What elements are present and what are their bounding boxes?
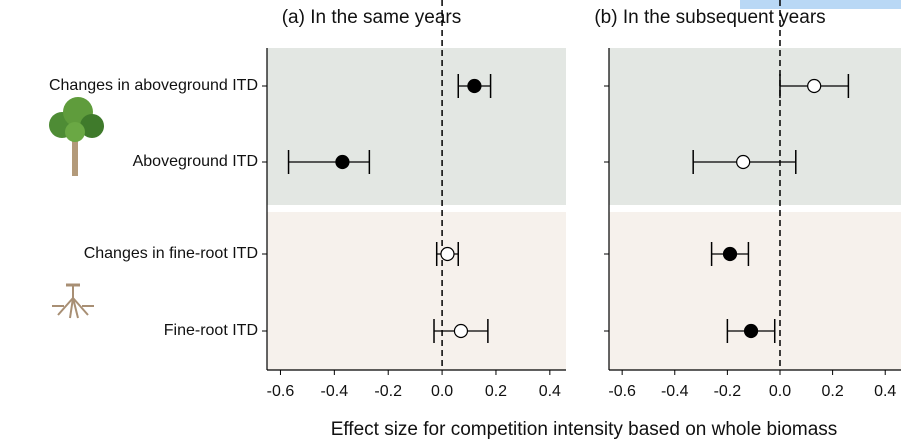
x-tick-label: -0.4 — [661, 383, 689, 400]
point — [743, 323, 759, 339]
x-tick-label: 0.2 — [821, 383, 843, 400]
ui-highlight — [740, 0, 901, 9]
band — [267, 212, 566, 370]
panel-title: (a) In the same years — [282, 7, 462, 28]
x-tick-label: -0.2 — [374, 383, 402, 400]
root-icon — [52, 283, 94, 319]
point — [335, 154, 350, 170]
x-tick-label: 0.2 — [485, 383, 507, 400]
x-tick-label: 0.0 — [431, 383, 453, 400]
x-tick-label: -0.4 — [321, 383, 349, 400]
y-tick-label: Aboveground ITD — [133, 153, 258, 170]
point — [736, 154, 751, 170]
x-axis-label: Effect size for competition intensity ba… — [331, 419, 838, 440]
point — [453, 323, 469, 339]
band — [609, 48, 901, 205]
y-tick-label: Fine-root ITD — [164, 322, 258, 339]
y-tick-label: Changes in fine-root ITD — [84, 245, 258, 262]
x-tick-label: 0.0 — [769, 383, 791, 400]
y-tick-label: Changes in aboveground ITD — [49, 77, 258, 94]
band — [267, 48, 566, 205]
point — [467, 78, 482, 94]
x-tick-label: -0.2 — [714, 383, 742, 400]
x-tick-label: 0.4 — [539, 383, 561, 400]
x-tick-label: -0.6 — [267, 383, 295, 400]
point — [722, 246, 738, 262]
panel-title: (b) In the subsequent years — [594, 7, 825, 28]
band — [609, 212, 901, 370]
x-tick-label: -0.6 — [608, 383, 636, 400]
point — [807, 78, 822, 94]
point — [440, 246, 455, 262]
x-tick-label: 0.4 — [874, 383, 896, 400]
tree-icon — [49, 97, 104, 176]
